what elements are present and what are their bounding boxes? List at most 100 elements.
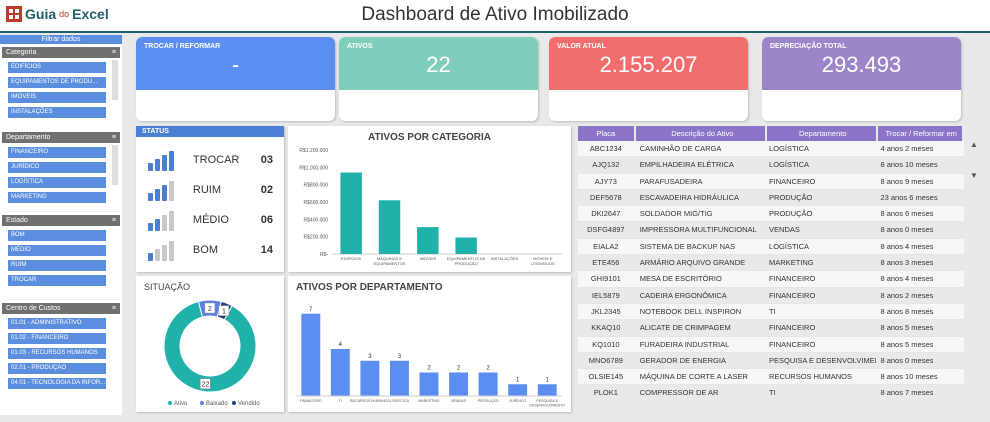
x-tick-label: MÓVEIS E xyxy=(533,256,553,261)
data-label: 3 xyxy=(368,354,372,360)
kpi-card: VALOR ATUAL 2.155.207 xyxy=(549,37,748,121)
filter-icon[interactable]: ≡ xyxy=(111,305,116,312)
slicer-item[interactable]: RUIM xyxy=(8,260,106,271)
table-row[interactable]: MNO6789 GERADOR DE ENERGIA PESQUISA E DESE… xyxy=(578,353,964,370)
slicer-0: Categoria ≡ EDIFÍCIOS EQUIPAMENTOS DE PRODU… xyxy=(2,47,120,118)
column-header[interactable]: Trocar / Reformar em xyxy=(878,126,963,141)
filter-icon[interactable]: ≡ xyxy=(111,134,116,141)
signal-bar xyxy=(148,163,153,171)
legend-marker xyxy=(168,401,172,405)
status-count: 03 xyxy=(260,154,273,166)
table-cell: KQ1010 xyxy=(592,339,620,349)
slicer-item[interactable]: TROCAR xyxy=(8,275,106,286)
header: Guia do Excel Dashboard de Ativo Imobiliza… xyxy=(0,0,990,33)
signal-bar xyxy=(148,223,153,231)
data-label: 2 xyxy=(427,366,431,372)
kpi-card-top: ATIVOS 22 xyxy=(339,37,538,90)
slicer-item[interactable]: 02.01 - PRODUÇÃO xyxy=(8,363,106,374)
asset-table: Placa Descrição do Ativo Departamento Troca… xyxy=(578,126,964,402)
table-cell: 8 anos 6 meses xyxy=(880,209,934,219)
table-cell: VENDAS xyxy=(769,225,800,235)
slicer-item[interactable]: JURÍDICO xyxy=(8,162,106,173)
department-bar xyxy=(301,313,321,396)
table-cell: PLOK1 xyxy=(593,388,618,398)
kpi-value: 2.155.207 xyxy=(599,52,698,77)
table-row[interactable]: DEF5678 ESCAVADEIRA HIDRÁULICA PRODUÇÃO 23 … xyxy=(578,190,964,207)
column-header[interactable]: Departamento xyxy=(767,126,877,141)
kpi-label: VALOR ATUAL xyxy=(557,43,606,50)
slicer-item[interactable]: LOGÍSTICA xyxy=(8,177,106,188)
table-scroll[interactable]: ▲ ▼ xyxy=(970,140,978,180)
table-row[interactable]: DKI2647 SOLDADOR MIG/TIG PRODUÇÃO 8 anos 6 … xyxy=(578,206,964,223)
category-bar-chart: R$1.200.000 R$1.000.000 R$800.000 R$600.000… xyxy=(299,148,562,266)
table-row[interactable]: KQ1010 FURADEIRA INDUSTRIAL FINANCEIRO 8 an… xyxy=(578,336,964,353)
table-row[interactable]: EIALA2 SISTEMA DE BACKUP NAS LOGÍSTICA 8 an… xyxy=(578,238,964,256)
slicer-item[interactable]: 01.01 - ADMINISTRATIVO xyxy=(8,318,106,329)
table-cell: IEL5879 xyxy=(591,290,620,300)
department-bar xyxy=(537,384,557,396)
table-cell: MARKETING xyxy=(769,258,814,268)
chevron-up-icon[interactable]: ▲ xyxy=(970,140,978,149)
signal-bar xyxy=(162,215,167,231)
slicer-title-label: Estado xyxy=(6,217,28,224)
table-row[interactable]: IEL5879 CADEIRA ERGONÔMICA FINANCEIRO 8 ano… xyxy=(578,288,964,304)
table-cell: 4 anos 2 meses xyxy=(880,144,934,153)
slicer-scrollbar[interactable] xyxy=(112,60,118,100)
table-cell: ETE456 xyxy=(592,258,620,268)
department-chart-panel: ATIVOS POR DEPARTAMENTO 7 FINANCEIRO 4 TI 3 R… xyxy=(288,276,571,412)
department-bar xyxy=(449,372,469,396)
filter-icon[interactable]: ≡ xyxy=(111,217,116,224)
slicer-item[interactable]: INSTALAÇÕES xyxy=(8,107,106,118)
filter-icon[interactable]: ≡ xyxy=(111,49,116,56)
slicer-item[interactable]: 01.02 - FINANCEIRO xyxy=(8,333,106,344)
column-header[interactable]: Placa xyxy=(578,126,634,141)
slicer-item[interactable]: 04.01 - TECNOLOGIA DA INFOR... xyxy=(8,378,106,389)
signal-bar xyxy=(169,151,174,171)
table-row[interactable]: ETE456 ARMÁRIO ARQUIVO GRANDE MARKETING 8 a… xyxy=(578,255,964,272)
slicer-title: Departamento ≡ xyxy=(2,132,120,143)
table-row[interactable]: OLSIE145 MÁQUINA DE CORTE A LASER RECURSOS… xyxy=(578,369,964,386)
filter-sidebar: Filtrar dados Categoria ≡ EDIFÍCIOS EQUIPAM… xyxy=(0,35,122,415)
status-title: STATUS xyxy=(136,126,284,137)
x-tick-label: UTENSÍLIOS xyxy=(531,261,555,266)
y-tick-label: R$800.000 xyxy=(304,183,329,189)
table-cell: GERADOR DE ENERGIA xyxy=(639,355,726,365)
logo: Guia do Excel xyxy=(6,6,109,22)
department-chart-title: ATIVOS POR DEPARTAMENTO xyxy=(296,282,443,293)
table-row[interactable]: ABC1234 CAMINHÃO DE CARGA LOGÍSTICA 4 anos … xyxy=(578,141,964,158)
table-cell: 8 anos 7 meses xyxy=(880,388,934,398)
slicer-item[interactable]: IMÓVEIS xyxy=(8,92,106,103)
signal-bar xyxy=(169,181,174,201)
table-cell: RECURSOS HUMANOS xyxy=(769,372,852,382)
department-bar xyxy=(389,360,409,396)
slicer-item[interactable]: MÉDIO xyxy=(8,245,106,256)
table-cell: FINANCEIRO xyxy=(769,290,816,300)
chevron-down-icon[interactable]: ▼ xyxy=(970,171,978,180)
table-row[interactable]: AJQ132 EMPILHADEIRA ELÉTRICA LOGÍSTICA 8 an… xyxy=(578,157,964,174)
slicer-item[interactable]: FINANCEIRO xyxy=(8,147,106,158)
column-header[interactable]: Descrição do Ativo xyxy=(635,126,766,141)
slicer-item[interactable]: EDIFÍCIOS xyxy=(8,62,106,73)
x-tick-label: PRODUÇÃO xyxy=(455,261,478,266)
table-row[interactable]: PLOK1 COMPRESSOR DE AR TI 8 anos 7 meses xyxy=(578,385,964,402)
x-tick-label: TI xyxy=(339,399,342,403)
category-bar xyxy=(417,227,439,254)
table-row[interactable]: JKL2345 NOTEBOOK DELL INSPIRON TI 8 anos 8 … xyxy=(578,303,964,321)
status-row: BOM 14 xyxy=(148,238,273,262)
table-cell: 8 anos 8 meses xyxy=(880,306,934,316)
table-cell: DKI2647 xyxy=(591,209,621,219)
slicer-item[interactable]: 01.03 - RECURSOS HUMANOS xyxy=(8,348,106,359)
slicer-item[interactable]: BOM xyxy=(8,230,106,241)
table-row[interactable]: AJY73 PARAFUSADEIRA FINANCEIRO 8 anos 9 mes… xyxy=(578,173,964,190)
kpi-card-top: TROCAR / REFORMAR - xyxy=(136,37,335,90)
slicer-item[interactable]: EQUIPAMENTOS DE PRODU... xyxy=(8,77,106,88)
signal-bar xyxy=(155,159,160,171)
signal-bar xyxy=(155,219,160,231)
slicer-title: Centro de Custos ≡ xyxy=(2,303,120,314)
slicer-item[interactable]: MARKETING xyxy=(8,192,106,203)
slicer-scrollbar[interactable] xyxy=(112,145,118,185)
table-row[interactable]: GHI9101 MESA DE ESCRITÓRIO FINANCEIRO 8 ano… xyxy=(578,271,964,288)
table-row[interactable]: DSFG4897 IMPRESSORA MULTIFUNCIONAL VENDAS 8… xyxy=(578,222,964,239)
table-row[interactable]: KKAQ10 ALICATE DE CRIMPAGEM FINANCEIRO 8 an… xyxy=(578,320,964,337)
